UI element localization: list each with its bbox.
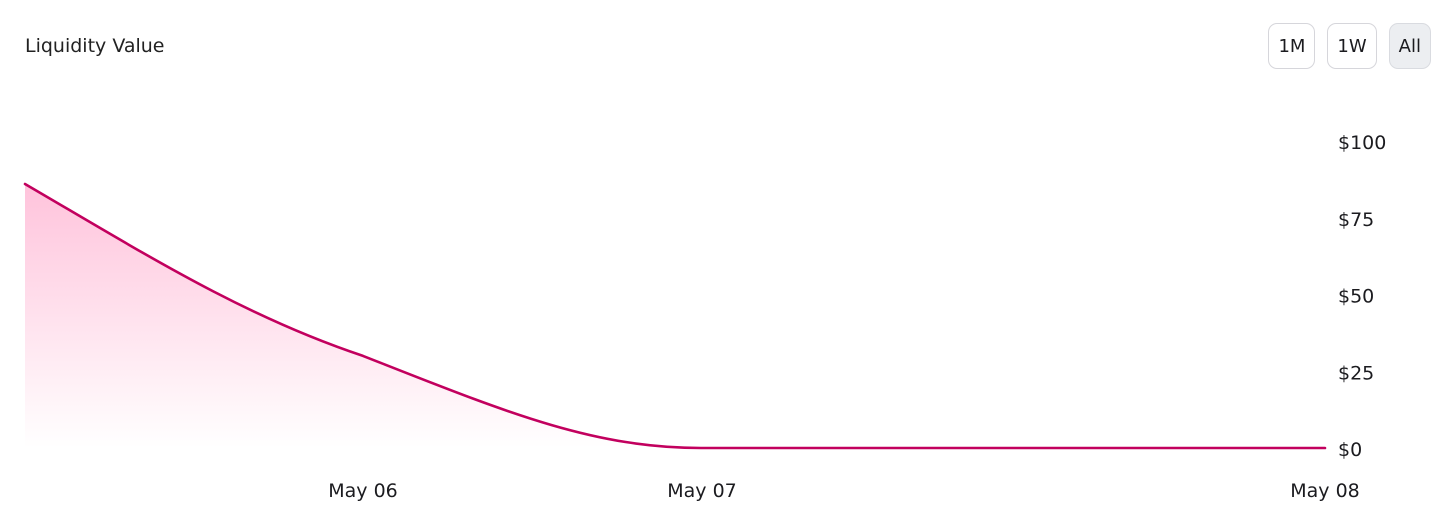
x-tick-label: May 08 (1290, 480, 1360, 502)
range-all-button[interactable]: All (1388, 23, 1431, 69)
area-fill (25, 183, 1325, 449)
x-tick-label: May 07 (667, 480, 737, 502)
y-tick-label: $100 (1338, 132, 1386, 154)
y-tick-label: $50 (1338, 286, 1374, 308)
series-line (23, 182, 1327, 450)
chart-title: Liquidity Value (25, 35, 165, 57)
time-range-selector: 1M 1W All (1268, 23, 1431, 69)
range-1m-button[interactable]: 1M (1268, 23, 1316, 69)
y-tick-label: $0 (1338, 439, 1362, 461)
range-1w-button[interactable]: 1W (1327, 23, 1377, 69)
x-tick-label: May 06 (328, 480, 398, 502)
y-tick-label: $25 (1338, 362, 1374, 384)
y-tick-label: $75 (1338, 209, 1374, 231)
